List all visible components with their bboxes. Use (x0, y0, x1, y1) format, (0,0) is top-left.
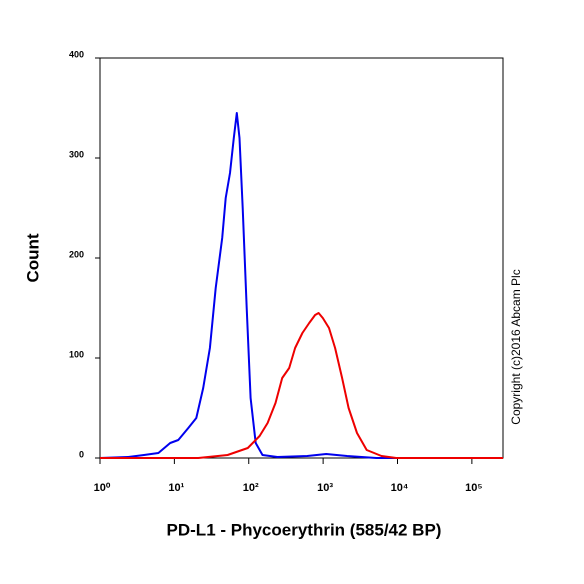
x-tick-label: 10⁵ (465, 482, 482, 494)
y-tick-label: 300 (69, 149, 84, 159)
copyright: Copyright (c)2016 Abcam Plc (509, 269, 523, 424)
y-tick-label: 400 (69, 49, 84, 59)
plot-frame (99, 57, 504, 459)
x-tick-label: 10⁰ (94, 482, 111, 494)
x-tick-label: 10³ (317, 482, 333, 494)
y-tick-label: 200 (69, 249, 84, 259)
x-tick-label: 10¹ (168, 482, 184, 494)
x-tick-label: 10⁴ (391, 482, 409, 494)
x-tick-label: 10² (243, 482, 259, 494)
x-axis-label: PD-L1 - Phycoerythrin (585/42 BP) (167, 520, 442, 539)
histogram-line (99, 112, 503, 459)
y-tick-label: 0 (79, 449, 84, 459)
y-axis-label: Count (23, 233, 42, 282)
histogram-line (100, 312, 503, 459)
y-tick-label: 100 (69, 349, 84, 359)
